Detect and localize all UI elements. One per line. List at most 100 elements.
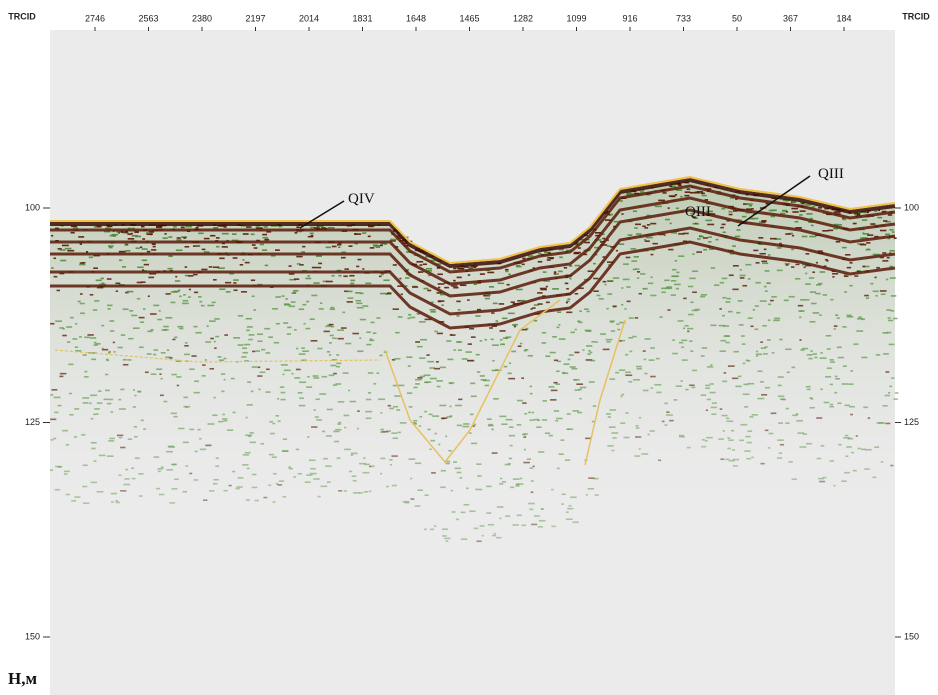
reflection-dash xyxy=(883,220,887,222)
reflection-dash xyxy=(725,459,729,461)
reflection-dash xyxy=(750,325,753,327)
reflection-dash xyxy=(349,401,356,403)
reflection-dash xyxy=(643,390,649,392)
reflection-dash xyxy=(91,418,94,420)
reflection-dash xyxy=(386,486,389,488)
reflection-dash xyxy=(744,406,748,408)
reflection-dash xyxy=(756,282,761,284)
reflection-dash xyxy=(531,491,534,493)
reflection-dash xyxy=(90,395,97,397)
reflection-dash xyxy=(417,377,422,379)
reflection-dash xyxy=(394,358,400,360)
reflection-dash xyxy=(683,233,689,235)
reflection-dash xyxy=(78,236,84,238)
reflection-dash xyxy=(371,466,375,468)
reflection-dash xyxy=(133,389,135,391)
reflection-dash xyxy=(742,343,746,345)
reflection-dash xyxy=(401,293,403,295)
reflection-dash xyxy=(706,409,708,411)
reflection-dash xyxy=(107,455,114,457)
reflection-dash xyxy=(800,299,804,301)
reflection-dash xyxy=(595,494,599,496)
reflection-dash xyxy=(306,301,309,303)
reflection-dash xyxy=(268,336,273,338)
reflection-dash xyxy=(437,333,443,335)
reflection-dash xyxy=(876,267,880,269)
reflection-dash xyxy=(856,330,863,332)
reflection-dash xyxy=(50,419,56,421)
reflection-dash xyxy=(80,293,83,295)
reflection-dash xyxy=(507,373,511,375)
reflection-dash xyxy=(784,300,789,302)
reflection-dash xyxy=(735,386,741,388)
reflection-dash xyxy=(468,343,472,345)
reflection-dash xyxy=(176,249,183,251)
reflection-dash xyxy=(157,319,162,321)
reflection-dash xyxy=(316,398,320,400)
reflection-dash xyxy=(298,473,302,475)
reflection-dash xyxy=(571,368,577,370)
reflection-dash xyxy=(90,294,94,296)
reflection-dash xyxy=(169,502,175,504)
reflection-dash xyxy=(870,283,873,285)
reflection-dash xyxy=(53,257,56,259)
reflection-dash xyxy=(453,280,456,282)
reflection-dash xyxy=(456,301,460,303)
reflection-dash xyxy=(128,338,133,340)
reflection-dash xyxy=(107,278,112,280)
reflection-dash xyxy=(111,234,117,236)
reflection-dash xyxy=(448,450,451,452)
reflection-dash xyxy=(458,399,462,401)
reflection-dash xyxy=(891,295,897,297)
reflection-dash xyxy=(313,375,319,377)
reflection-dash xyxy=(354,233,356,235)
reflection-dash xyxy=(346,291,352,293)
reflection-dash xyxy=(201,305,205,307)
reflection-dash xyxy=(317,348,322,350)
reflection-dash xyxy=(223,226,226,228)
reflection-dash xyxy=(762,262,768,264)
depth-tick-label: 100 xyxy=(25,202,40,212)
reflection-dash xyxy=(393,406,398,408)
reflection-dash xyxy=(791,208,798,210)
reflection-dash xyxy=(785,348,791,350)
reflection-dash xyxy=(807,354,813,356)
reflection-dash xyxy=(252,487,258,489)
reflection-dash xyxy=(500,330,506,332)
reflection-dash xyxy=(830,384,833,386)
reflection-dash xyxy=(283,374,285,376)
reflection-dash xyxy=(608,416,611,418)
reflection-dash xyxy=(123,359,127,361)
reflection-dash xyxy=(650,347,655,349)
reflection-dash xyxy=(765,270,770,272)
reflection-dash xyxy=(547,259,551,261)
reflection-dash xyxy=(143,308,145,310)
reflection-dash xyxy=(415,379,422,381)
reflection-dash xyxy=(388,405,391,407)
reflection-dash xyxy=(795,278,800,280)
reflection-dash xyxy=(87,334,93,336)
reflection-dash xyxy=(214,318,220,320)
reflection-dash xyxy=(523,436,526,438)
reflection-dash xyxy=(830,359,834,361)
reflection-dash xyxy=(606,339,613,341)
reflection-dash xyxy=(644,239,646,241)
reflection-dash xyxy=(843,219,847,221)
reflection-dash xyxy=(64,471,70,473)
reflection-dash xyxy=(722,315,725,317)
reflection-dash xyxy=(588,350,590,352)
reflection-dash xyxy=(336,366,340,368)
reflection-dash xyxy=(895,392,899,394)
reflection-dash xyxy=(674,399,678,401)
reflection-dash xyxy=(408,365,411,367)
reflection-dash xyxy=(880,290,887,292)
reflection-dash xyxy=(813,312,820,314)
reflection-dash xyxy=(175,280,180,282)
reflection-dash xyxy=(853,470,857,472)
reflection-dash xyxy=(83,464,88,466)
reflection-dash xyxy=(123,364,129,366)
reflection-dash xyxy=(318,263,322,265)
reflection-dash xyxy=(664,403,668,405)
reflection-dash xyxy=(302,304,306,306)
reflection-dash xyxy=(432,415,439,417)
